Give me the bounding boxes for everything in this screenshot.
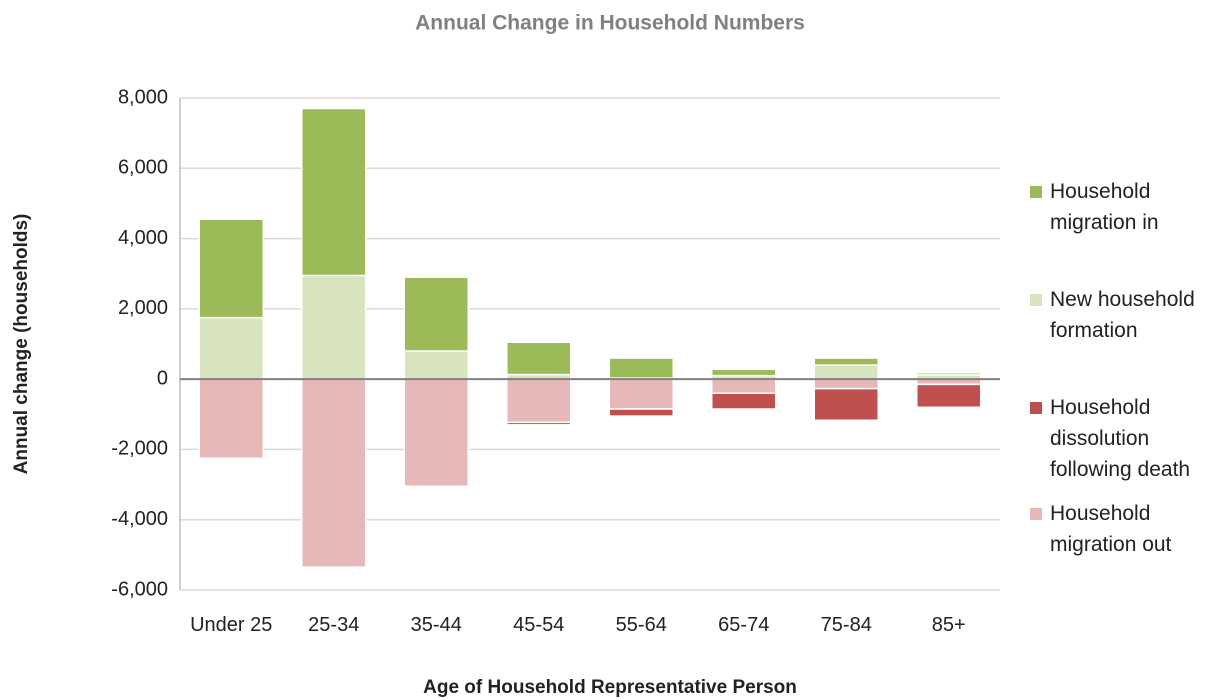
y-axis-label: Annual change (households) bbox=[11, 214, 32, 475]
bar-segment bbox=[506, 378, 572, 424]
y-tick-label: 2,000 bbox=[118, 297, 168, 319]
bar-segment bbox=[198, 378, 264, 459]
bar-segment bbox=[198, 218, 264, 319]
x-tick-label: 35-44 bbox=[410, 614, 462, 636]
bar-segment bbox=[506, 421, 572, 426]
legend-label: Household migration out bbox=[1050, 502, 1172, 556]
bar-segment bbox=[711, 392, 777, 410]
legend-swatch bbox=[1030, 186, 1042, 198]
y-tick-label: 8,000 bbox=[118, 86, 168, 108]
bar-segment bbox=[813, 357, 879, 366]
x-tick-label: 65-74 bbox=[718, 614, 770, 636]
bar-segment bbox=[301, 274, 367, 380]
bar-segment bbox=[813, 387, 879, 422]
bar-segment bbox=[403, 276, 469, 352]
y-tick-label: 6,000 bbox=[118, 157, 168, 179]
legend-swatch bbox=[1030, 294, 1042, 306]
x-tick-label: 25-34 bbox=[308, 614, 360, 636]
bar-segment bbox=[916, 383, 982, 409]
bar-segment bbox=[608, 408, 674, 417]
chart-title: Annual Change in Household Numbers bbox=[415, 12, 805, 35]
bar-segment bbox=[608, 357, 674, 379]
x-tick-label: 45-54 bbox=[513, 614, 565, 636]
bar-segment bbox=[403, 378, 469, 488]
bar-segment bbox=[711, 368, 777, 377]
bar-segment bbox=[916, 372, 982, 376]
bar-segment bbox=[506, 341, 572, 376]
bar-segment bbox=[813, 378, 879, 390]
x-tick-label: 85+ bbox=[931, 614, 966, 636]
legend-swatch bbox=[1030, 402, 1042, 414]
bar-segment bbox=[301, 107, 367, 277]
y-tick-label: 0 bbox=[157, 367, 168, 389]
legend-label: New household formation bbox=[1050, 288, 1195, 342]
legend-swatch bbox=[1030, 508, 1042, 520]
x-tick-label: Under 25 bbox=[190, 614, 273, 636]
legend-label: Household dissolution following death bbox=[1050, 396, 1191, 481]
legend-label: Household migration in bbox=[1050, 180, 1159, 234]
y-tick-label: -4,000 bbox=[111, 508, 168, 530]
bar-segment bbox=[711, 378, 777, 394]
bar-segment bbox=[403, 350, 469, 380]
bar-segment bbox=[608, 378, 674, 410]
x-tick-label: 75-84 bbox=[820, 614, 872, 636]
y-tick-label: -6,000 bbox=[111, 578, 168, 600]
bar-segment bbox=[813, 364, 879, 380]
bar-segment bbox=[301, 378, 367, 568]
y-tick-label: -2,000 bbox=[111, 438, 168, 460]
y-tick-label: 4,000 bbox=[118, 227, 168, 249]
x-tick-label: 55-64 bbox=[615, 614, 667, 636]
bar-segment bbox=[198, 316, 264, 380]
x-axis-label: Age of Household Representative Person bbox=[423, 677, 797, 698]
